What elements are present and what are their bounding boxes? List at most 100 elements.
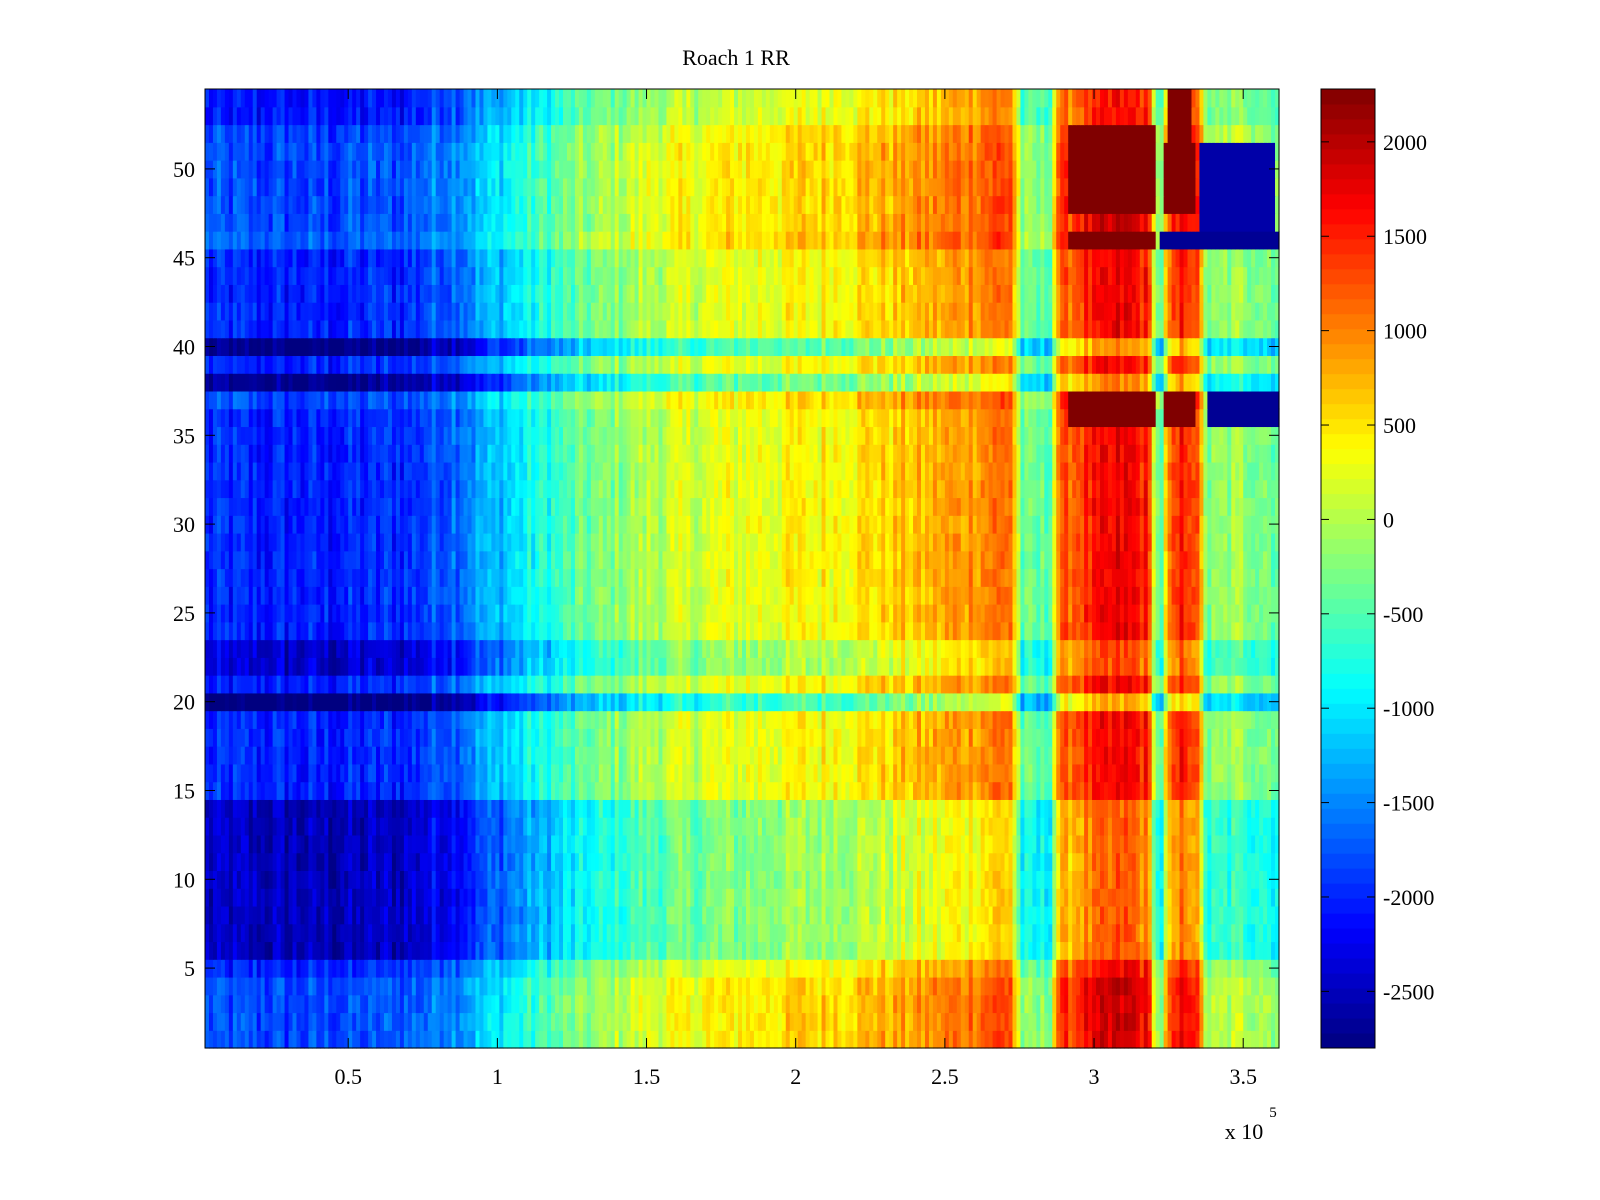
heatmap-cell	[559, 746, 564, 765]
heatmap-cell	[857, 923, 862, 943]
heatmap-cell	[415, 941, 421, 960]
heatmap-cell	[280, 817, 286, 836]
heatmap-cell	[1271, 1030, 1276, 1049]
heatmap-cell	[706, 728, 711, 747]
heatmap-cell	[479, 834, 485, 854]
heatmap-cell	[559, 1012, 564, 1031]
heatmap-cell	[881, 728, 886, 747]
heatmap-cell	[360, 976, 365, 996]
heatmap-cell	[228, 994, 234, 1014]
heatmap-cell	[578, 728, 584, 747]
heatmap-cell	[1251, 799, 1256, 818]
heatmap-cell	[407, 976, 413, 996]
heatmap-cell	[1012, 959, 1018, 978]
heatmap-cell	[547, 976, 552, 996]
heatmap-cell	[232, 781, 238, 800]
heatmap-cell	[1096, 994, 1101, 1014]
heatmap-cell	[463, 781, 469, 800]
heatmap-cell	[726, 763, 731, 783]
heatmap-cell	[753, 976, 759, 996]
heatmap-cell	[944, 1012, 950, 1031]
heatmap-cell	[1271, 817, 1276, 836]
heatmap-cell	[574, 905, 580, 925]
heatmap-cell	[897, 834, 902, 854]
heatmap-cell	[638, 746, 644, 765]
heatmap-cell	[232, 710, 238, 729]
heatmap-cell	[881, 852, 886, 872]
heatmap-cell	[877, 941, 882, 960]
heatmap-cell	[734, 746, 739, 765]
heatmap-cell	[642, 870, 648, 889]
heatmap-cell	[419, 1030, 425, 1049]
heatmap-cell	[865, 905, 870, 925]
heatmap-cell	[805, 834, 811, 854]
heatmap-cell	[730, 1030, 735, 1049]
heatmap-cell	[996, 763, 1002, 783]
heatmap-cell	[340, 817, 345, 836]
heatmap-cell	[264, 941, 270, 960]
heatmap-cell	[503, 923, 508, 943]
heatmap-cell	[1211, 763, 1216, 783]
heatmap-cell	[742, 888, 747, 907]
heatmap-cell	[467, 941, 473, 960]
heatmap-cell	[988, 976, 994, 996]
heatmap-cell	[829, 888, 835, 907]
heatmap-cell	[368, 941, 373, 960]
heatmap-cell	[1255, 994, 1260, 1014]
heatmap-cell	[1143, 1030, 1149, 1049]
heatmap-cell	[224, 905, 230, 925]
heatmap-cell	[590, 763, 596, 783]
heatmap-cell	[956, 994, 962, 1014]
heatmap-cell	[924, 888, 930, 907]
heatmap-cell	[1159, 959, 1165, 978]
heatmap-cell	[467, 905, 473, 925]
heatmap-cell	[224, 746, 230, 765]
heatmap-cell	[431, 888, 437, 907]
heatmap-cell	[1263, 959, 1268, 978]
heatmap-cell	[865, 763, 870, 783]
heatmap-cell	[304, 781, 310, 800]
heatmap-cell	[475, 870, 481, 889]
heatmap-cell	[208, 728, 214, 747]
heatmap-cell	[702, 799, 707, 818]
heatmap-cell	[845, 781, 850, 800]
heatmap-cell	[399, 888, 405, 907]
heatmap-cell	[809, 959, 815, 978]
heatmap-cell	[1068, 959, 1073, 978]
heatmap-cell	[543, 746, 548, 765]
heatmap-cell	[678, 834, 683, 854]
heatmap-cell	[352, 976, 357, 996]
heatmap-cell	[1032, 781, 1037, 800]
heatmap-cell	[678, 728, 683, 747]
heatmap-cell	[1024, 834, 1029, 854]
heatmap-cell	[467, 728, 473, 747]
heatmap-cell	[208, 852, 214, 872]
heatmap-cell	[1159, 976, 1165, 996]
heatmap-cell	[216, 1030, 222, 1049]
heatmap-cell	[276, 852, 282, 872]
heatmap-cell	[280, 994, 286, 1014]
heatmap-cell	[761, 817, 767, 836]
heatmap-cell	[793, 1012, 799, 1031]
heatmap-cell	[479, 746, 485, 765]
heatmap-cell	[928, 994, 934, 1014]
heatmap-cell	[952, 799, 958, 818]
heatmap-cell	[614, 959, 620, 978]
heatmap-cell	[745, 763, 751, 783]
heatmap-cell	[1032, 746, 1037, 765]
heatmap-cell	[936, 994, 942, 1014]
heatmap-cell	[360, 1030, 365, 1049]
heatmap-cell	[427, 1012, 433, 1031]
heatmap-cell	[984, 781, 990, 800]
heatmap-cell	[447, 905, 453, 925]
heatmap-cell	[451, 994, 457, 1014]
heatmap-cell	[1107, 728, 1113, 747]
heatmap-cell	[1143, 870, 1149, 889]
heatmap-cell	[845, 746, 850, 765]
heatmap-cell	[1012, 799, 1018, 818]
heatmap-cell	[1251, 1012, 1256, 1031]
heatmap-cell	[523, 905, 528, 925]
heatmap-cell	[1195, 817, 1201, 836]
heatmap-cell	[551, 799, 556, 818]
heatmap-cell	[531, 1030, 536, 1049]
